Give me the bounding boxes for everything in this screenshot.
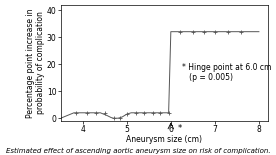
Y-axis label: Percentage point increase in
probability of complication: Percentage point increase in probability… (26, 8, 46, 117)
Text: * Hinge point at 6.0 cm
   (p = 0.005): * Hinge point at 6.0 cm (p = 0.005) (182, 62, 271, 82)
Text: *: * (177, 124, 182, 133)
X-axis label: Aneurysm size (cm): Aneurysm size (cm) (126, 135, 202, 144)
Text: Estimated effect of ascending aortic aneurysm size on risk of complication.: Estimated effect of ascending aortic ane… (6, 148, 270, 154)
